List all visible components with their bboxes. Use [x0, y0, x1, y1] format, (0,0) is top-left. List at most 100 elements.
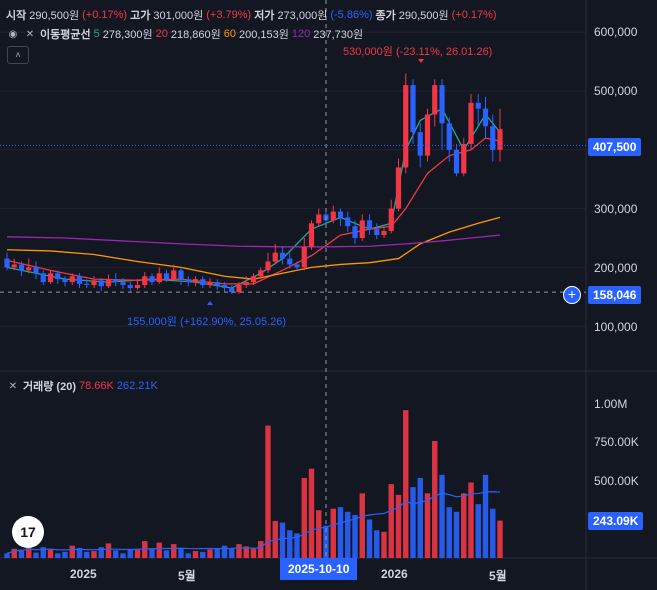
- candle-body: [127, 285, 133, 288]
- candle-body: [381, 230, 387, 236]
- candle-body: [178, 270, 184, 280]
- candle-body: [200, 279, 206, 286]
- volume-bar: [308, 468, 315, 558]
- crosshair-price-tag: 158,046: [588, 286, 642, 304]
- volume-bar: [76, 547, 83, 558]
- volume-title: 거래량 (20): [23, 381, 76, 393]
- candle-body: [192, 279, 199, 283]
- candle-body: [214, 282, 220, 286]
- eye-hidden-icon[interactable]: ◉: [8, 28, 18, 40]
- candle-body: [294, 264, 300, 268]
- candle-body: [62, 279, 68, 283]
- candle-body: [403, 85, 409, 168]
- volume-bar: [18, 549, 25, 558]
- add-alert-button[interactable]: +: [563, 286, 581, 304]
- volume-bar: [279, 522, 286, 558]
- volume-bar: [395, 494, 402, 558]
- collapse-legend-button[interactable]: ˄: [7, 46, 29, 64]
- ohlc-header: 시작 290,500원 (+0.17%) 고가 301,000원 (+3.79%…: [6, 7, 497, 23]
- volume-bar: [388, 484, 394, 558]
- volume-tag: 243.09K: [588, 512, 644, 530]
- candle-body: [134, 285, 141, 288]
- volume-bar: [287, 530, 293, 558]
- volume-bar: [359, 493, 365, 558]
- candle-body: [453, 149, 460, 174]
- volume-bar: [439, 474, 445, 558]
- candle-body: [497, 129, 503, 150]
- x-tick: 2026: [381, 567, 408, 581]
- volume-bar: [482, 474, 489, 558]
- ma120-value: 237,730원: [313, 29, 364, 41]
- volume-bar: [345, 511, 351, 558]
- candle-body: [156, 273, 162, 283]
- high-change: (+3.79%): [206, 9, 252, 21]
- close-icon[interactable]: ✕: [8, 380, 18, 392]
- candle-body: [366, 220, 373, 230]
- volume-bar: [40, 547, 46, 558]
- close-value: 290,500원: [398, 10, 449, 22]
- candle-body: [98, 280, 104, 287]
- volume-bar: [214, 547, 220, 558]
- price-tick: 500,000: [594, 84, 638, 98]
- candle-body: [69, 276, 75, 283]
- ma20-line: [6, 137, 501, 285]
- volume-bar: [236, 544, 242, 558]
- volume-tick: 750.00K: [594, 435, 639, 449]
- candle-body: [330, 211, 336, 221]
- volume-bar: [352, 514, 358, 558]
- ma-legend: ◉ ✕ 이동평균선 5 278,300원 20 218,860원 60 200,…: [6, 26, 364, 42]
- candle-body: [490, 126, 496, 150]
- ma60-line: [6, 216, 501, 280]
- ma-title: 이동평균선: [40, 29, 91, 41]
- volume-value-1: 78.66K: [78, 380, 114, 392]
- high-value: 301,000원: [153, 10, 204, 22]
- volume-bar: [163, 550, 170, 558]
- candle-body: [120, 282, 126, 286]
- high-marker-icon: [418, 59, 424, 63]
- close-icon[interactable]: ✕: [25, 28, 35, 40]
- candle-body: [410, 85, 416, 133]
- candle-body: [113, 279, 119, 283]
- volume-bar: [497, 520, 503, 558]
- volume-bar: [330, 508, 336, 558]
- volume-bar: [468, 482, 474, 558]
- x-tick: 5월: [178, 569, 196, 583]
- open-value: 290,500원: [29, 10, 80, 22]
- volume-bar: [424, 493, 431, 558]
- x-tick: 2025: [70, 567, 97, 581]
- crosshair-date-tag: 2025-10-10: [280, 558, 358, 580]
- volume-bar: [127, 549, 133, 558]
- open-label: 시작: [6, 10, 27, 22]
- volume-bar: [4, 553, 10, 558]
- candle-body: [352, 226, 358, 238]
- volume-bar: [47, 548, 54, 558]
- price-tick: 100,000: [594, 320, 638, 334]
- volume-tick: 500.00K: [594, 474, 639, 488]
- candle-body: [91, 280, 97, 286]
- volume-bar: [403, 410, 409, 558]
- volume-bar: [33, 552, 39, 558]
- candle-body: [47, 273, 54, 283]
- volume-bar: [185, 553, 191, 558]
- candle-body: [388, 208, 394, 231]
- volume-bar: [381, 531, 387, 558]
- volume-value-2: 262.21K: [116, 380, 158, 392]
- candle-body: [55, 273, 61, 280]
- candle-body: [4, 258, 10, 268]
- volume-bar: [250, 548, 257, 558]
- volume-bar: [69, 545, 75, 558]
- volume-bar: [490, 508, 496, 558]
- volume-bar: [62, 551, 68, 558]
- volume-bar: [243, 546, 249, 558]
- candle-body: [482, 108, 489, 127]
- volume-bar: [446, 507, 452, 558]
- candle-body: [279, 252, 286, 259]
- tradingview-logo[interactable]: 17: [12, 516, 44, 548]
- open-change: (+0.17%): [82, 9, 128, 21]
- candle-body: [105, 279, 112, 287]
- candle-body: [424, 114, 431, 156]
- candle-body: [468, 102, 474, 144]
- volume-bar: [265, 425, 271, 558]
- low-marker-icon: [207, 301, 213, 305]
